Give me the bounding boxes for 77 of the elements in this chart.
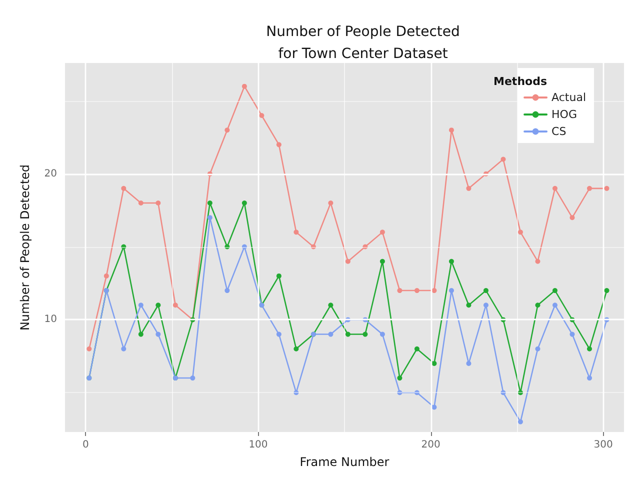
point [552,186,558,191]
y-tick-label: 10 [44,314,57,326]
x-tick-label: 300 [594,440,613,450]
x-tick-label: 0 [82,440,89,450]
point [190,376,196,381]
point [242,84,247,89]
point [224,288,230,294]
legend-label: Actual [552,91,586,104]
y-tick-label: 20 [44,168,57,180]
legend-title: Methods [494,75,548,88]
point [207,215,212,220]
point [121,346,126,352]
point [466,302,472,308]
point [518,419,523,424]
point [570,215,575,220]
point [276,273,282,278]
legend-label: HOG [552,108,578,121]
point [294,230,299,235]
point [466,186,472,191]
point [156,332,161,337]
x-axis-title: Frame Number [300,455,390,469]
point [242,200,247,206]
point [535,302,540,308]
point [259,113,264,118]
point [138,332,144,337]
point [466,360,472,366]
point [328,200,334,206]
point [535,258,540,264]
point [276,142,282,148]
point [380,230,385,235]
point [587,346,592,352]
point [156,200,161,206]
point [500,156,506,162]
point [328,332,334,337]
point [552,302,558,308]
point [448,128,454,133]
point [276,332,282,337]
point [570,332,575,337]
point [345,258,350,264]
point [397,288,402,294]
point [294,346,299,352]
point [448,288,454,294]
point [362,332,368,337]
point [483,288,488,294]
point [138,302,144,308]
point [224,128,230,133]
point [587,376,592,381]
point [432,404,437,410]
x-tick-label: 100 [248,440,268,450]
point [172,302,178,308]
point [552,288,558,294]
point [121,186,126,191]
point [345,332,350,337]
point [156,302,161,308]
point [535,346,540,352]
x-tick-label: 200 [421,440,440,450]
point [483,302,488,308]
point [448,258,454,264]
point [207,200,212,206]
point [604,186,610,191]
point [414,346,420,352]
point [604,288,610,294]
point [518,230,523,235]
point [432,360,437,366]
legend-label: CS [552,125,566,138]
point [397,376,402,381]
point [86,346,92,352]
y-axis-title: Number of People Detected [18,164,32,331]
point [587,186,592,191]
point [380,258,385,264]
point [138,200,144,206]
point [380,332,385,337]
chart-title: Number of People Detected for Town Center Dataset [266,24,460,62]
point [104,273,109,278]
point [414,288,420,294]
point [432,288,437,294]
point [328,302,334,308]
